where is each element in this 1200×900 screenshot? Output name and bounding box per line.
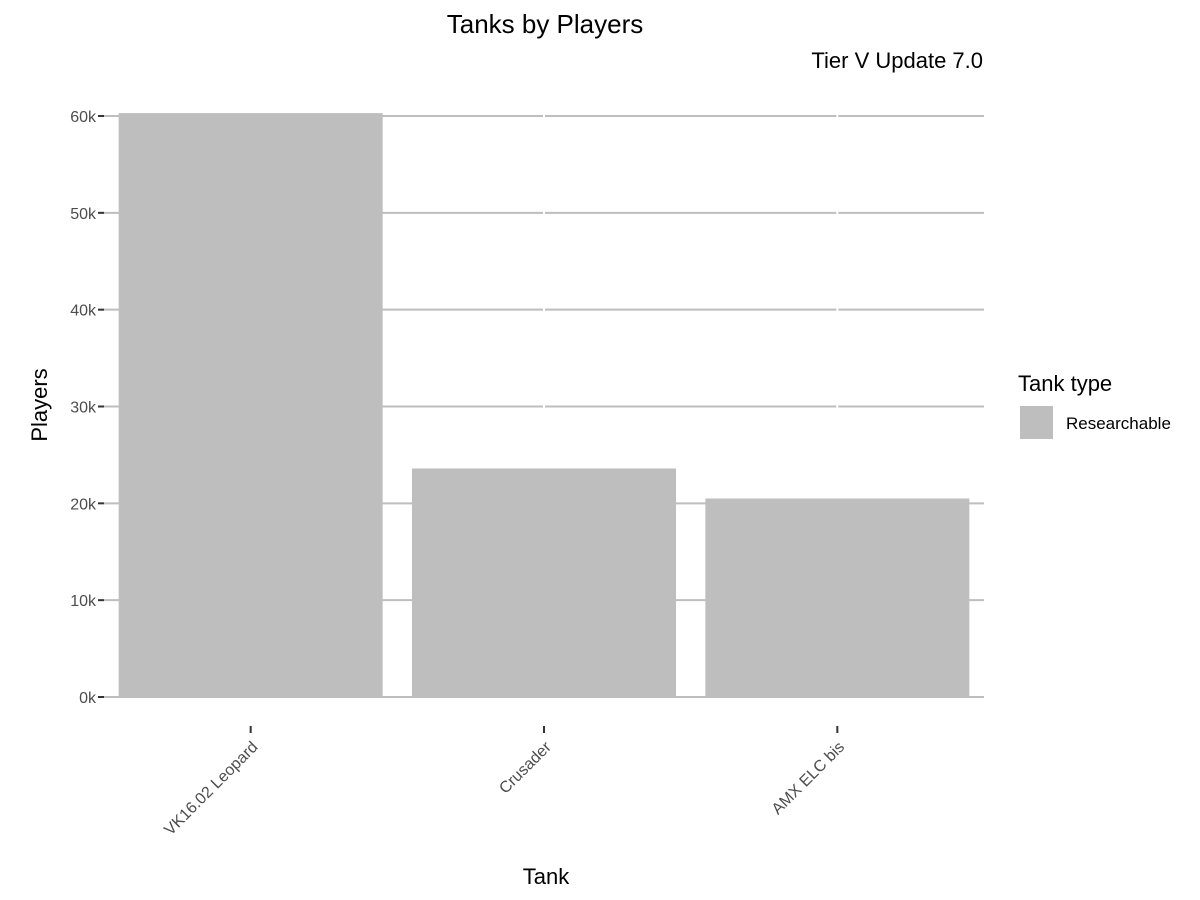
y-tick-label: 50k (70, 206, 97, 223)
y-tick-label: 0k (79, 690, 97, 707)
chart-title: Tanks by Players (447, 9, 644, 39)
y-axis-title: Players (27, 368, 52, 441)
bar-crusader (412, 468, 676, 697)
y-tick-label: 30k (70, 400, 97, 417)
y-tick-label: 20k (70, 496, 97, 513)
y-tick-label: 40k (70, 303, 97, 320)
x-tick-label: VK16.02 Leopard (161, 739, 261, 839)
legend-label-researchable: Researchable (1066, 414, 1171, 433)
legend-title: Tank type (1018, 371, 1112, 396)
x-tick-label: AMX ELC bis (769, 739, 848, 818)
x-axis-title: Tank (523, 864, 570, 889)
chart-subtitle: Tier V Update 7.0 (811, 48, 983, 73)
bar-amx-elc-bis (705, 498, 970, 697)
bar-layer (118, 113, 970, 698)
y-tick-label: 60k (70, 109, 97, 126)
x-tick-label: Crusader (496, 738, 555, 797)
bar-vk16-02-leopard (118, 113, 383, 698)
y-tick-label: 10k (70, 593, 97, 610)
legend: Tank type Researchable (1018, 371, 1171, 439)
legend-key-researchable (1020, 406, 1053, 439)
